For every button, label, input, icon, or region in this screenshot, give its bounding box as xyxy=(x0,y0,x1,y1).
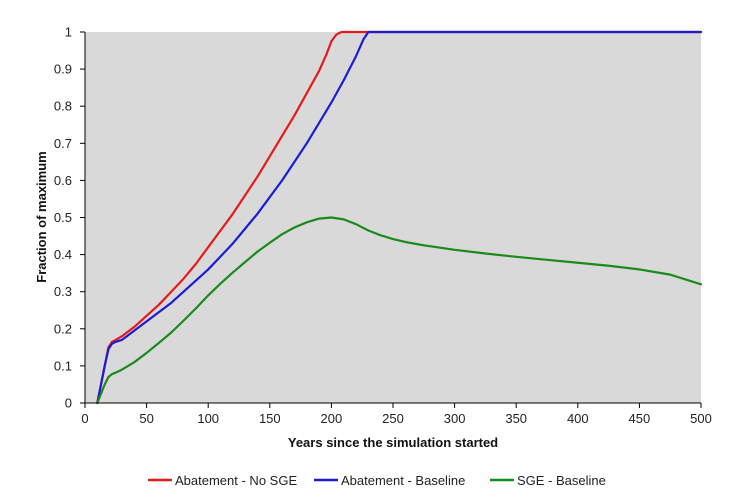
x-tick-label: 100 xyxy=(197,411,219,426)
y-tick-label: 0.8 xyxy=(54,99,72,114)
y-tick-label: 0.4 xyxy=(54,247,72,262)
y-tick-label: 0.1 xyxy=(54,358,72,373)
legend-label-0: Abatement - No SGE xyxy=(175,473,297,488)
y-tick-label: 0.6 xyxy=(54,173,72,188)
x-tick-label: 350 xyxy=(505,411,527,426)
series-line-0 xyxy=(96,30,703,405)
series-line-2 xyxy=(96,216,703,405)
x-tick-label: 250 xyxy=(382,411,404,426)
axis-ticks: 0 50 100 150 200 250 300 350 400 450 500 0 0.1 0.2 0.3… xyxy=(54,25,712,427)
legend-label-2: SGE - Baseline xyxy=(517,473,606,488)
x-tick-label: 200 xyxy=(321,411,343,426)
axes xyxy=(84,32,701,404)
x-tick-label: 0 xyxy=(81,411,88,426)
y-tick-label: 0.7 xyxy=(54,136,72,151)
legend-label-1: Abatement - Baseline xyxy=(341,473,465,488)
y-tick-label: 1 xyxy=(65,25,72,40)
x-tick-label: 450 xyxy=(629,411,651,426)
plot-area-background xyxy=(85,32,701,403)
y-tick-label: 0.2 xyxy=(54,321,72,336)
x-tick-label: 50 xyxy=(139,411,153,426)
series-line-1 xyxy=(96,30,703,405)
y-tick-label: 0.5 xyxy=(54,210,72,225)
legend: Abatement - No SGE Abatement - Baseline SG… xyxy=(148,473,606,488)
y-tick-label: 0.3 xyxy=(54,284,72,299)
x-tick-label: 150 xyxy=(259,411,281,426)
y-axis-title: Fraction of maximum xyxy=(34,151,49,282)
x-tick-label: 400 xyxy=(567,411,589,426)
x-tick-label: 300 xyxy=(444,411,466,426)
series-lines xyxy=(96,30,703,405)
y-tick-label: 0.9 xyxy=(54,62,72,77)
y-tick-label: 0 xyxy=(65,396,72,411)
x-axis-title: Years since the simulation started xyxy=(288,435,498,450)
x-tick-label: 500 xyxy=(690,411,712,426)
